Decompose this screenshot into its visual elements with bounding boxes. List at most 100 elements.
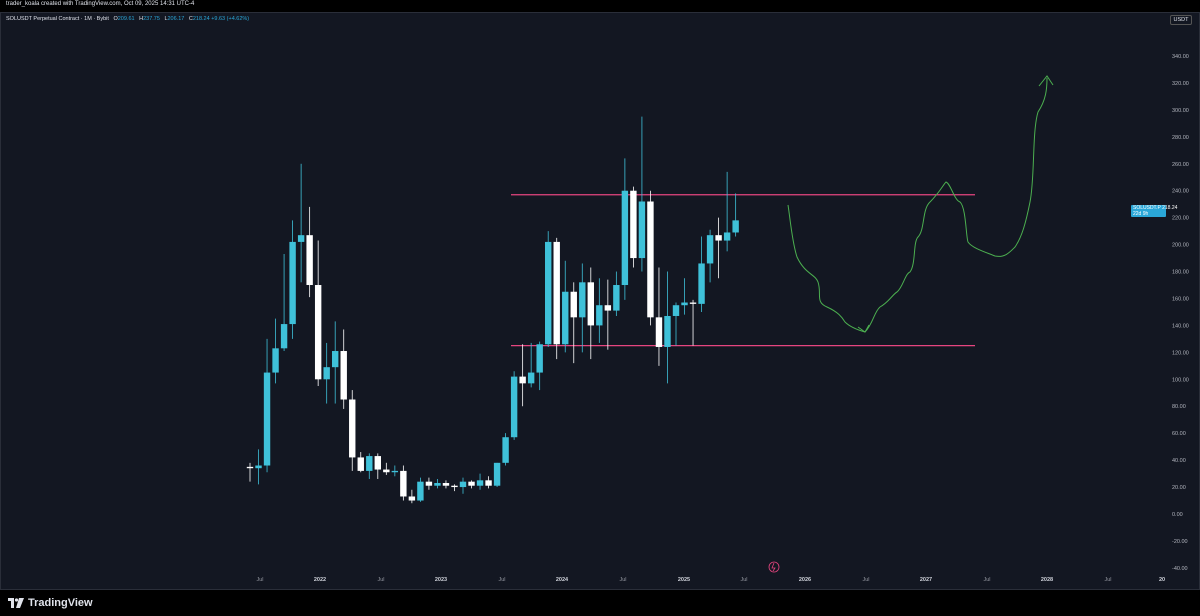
time-axis-label: Jul bbox=[983, 577, 990, 583]
candle[interactable] bbox=[604, 279, 612, 350]
candle[interactable] bbox=[425, 477, 433, 490]
candle[interactable] bbox=[391, 465, 399, 477]
candle-body bbox=[630, 190, 637, 259]
candle[interactable] bbox=[263, 338, 271, 473]
price-tag-symbol: SOLUSDT.P bbox=[1133, 205, 1161, 211]
candle[interactable] bbox=[689, 299, 697, 346]
candle[interactable] bbox=[408, 489, 416, 504]
projection-path[interactable] bbox=[787, 77, 1048, 333]
candle[interactable] bbox=[587, 267, 594, 360]
candle[interactable] bbox=[545, 231, 552, 347]
candle[interactable] bbox=[647, 190, 654, 326]
open-value: 209.61 bbox=[117, 16, 135, 22]
candle[interactable] bbox=[698, 236, 705, 312]
price-scale-label: -20.00 bbox=[1172, 539, 1188, 545]
price-scale-label: 340.00 bbox=[1172, 54, 1189, 60]
candle[interactable] bbox=[255, 449, 262, 485]
candle[interactable] bbox=[434, 478, 441, 489]
candle-body bbox=[579, 282, 586, 318]
candle[interactable] bbox=[519, 344, 526, 407]
candle[interactable] bbox=[681, 278, 688, 315]
candle[interactable] bbox=[272, 318, 279, 384]
candle[interactable] bbox=[280, 254, 288, 352]
chart-frame[interactable] bbox=[0, 12, 1200, 590]
candle[interactable] bbox=[476, 473, 484, 490]
candle[interactable] bbox=[630, 186, 637, 268]
candle-body bbox=[374, 456, 381, 470]
tradingview-logo-icon bbox=[8, 598, 24, 608]
candle[interactable] bbox=[664, 271, 671, 384]
candle[interactable] bbox=[340, 329, 347, 409]
candle[interactable] bbox=[706, 229, 714, 283]
candle-body bbox=[314, 285, 322, 380]
price-scale-label: 20.00 bbox=[1172, 485, 1186, 491]
time-axis-label: 20 bbox=[1159, 577, 1165, 583]
candle[interactable] bbox=[672, 302, 680, 346]
candle[interactable] bbox=[596, 278, 603, 343]
candle[interactable] bbox=[613, 271, 620, 316]
candle[interactable] bbox=[562, 260, 569, 353]
price-tag-countdown: 22d 9h bbox=[1133, 211, 1149, 217]
tradingview-logo[interactable]: TradingView bbox=[8, 597, 93, 609]
close-key: C bbox=[188, 16, 193, 22]
candle[interactable] bbox=[493, 462, 501, 488]
candle[interactable] bbox=[366, 453, 373, 479]
candle[interactable] bbox=[502, 433, 509, 466]
candle[interactable] bbox=[442, 480, 450, 489]
time-axis-label: Jul bbox=[498, 577, 505, 583]
time-axis[interactable]: Jul 2022 Jul 2023 Jul 2024 Jul 2025 Jul 2026 Jul 20… bbox=[256, 577, 1165, 583]
candle[interactable] bbox=[314, 240, 322, 387]
candle[interactable] bbox=[715, 217, 722, 279]
candle[interactable] bbox=[621, 158, 629, 300]
price-scale-label: 80.00 bbox=[1172, 404, 1186, 410]
candle[interactable] bbox=[451, 484, 458, 492]
candle[interactable] bbox=[297, 163, 305, 283]
candle[interactable] bbox=[468, 480, 475, 489]
candle-body bbox=[527, 372, 535, 384]
price-scale-label: -40.00 bbox=[1172, 566, 1188, 572]
candle-body bbox=[417, 481, 424, 501]
candle[interactable] bbox=[374, 453, 381, 479]
candle[interactable] bbox=[655, 267, 663, 366]
candle[interactable] bbox=[323, 342, 330, 404]
candle-body bbox=[459, 481, 467, 488]
time-axis-label: 2025 bbox=[678, 577, 690, 583]
candle[interactable] bbox=[579, 263, 586, 353]
candle[interactable] bbox=[527, 342, 535, 388]
candle[interactable] bbox=[400, 465, 407, 501]
price-scale-label: 320.00 bbox=[1172, 81, 1189, 87]
price-scale[interactable]: 340.00 320.00 300.00 280.00 260.00 240.00 220.… bbox=[1172, 54, 1189, 572]
arrow-head-up bbox=[1038, 75, 1054, 87]
candle[interactable] bbox=[723, 171, 731, 252]
candle[interactable] bbox=[289, 220, 296, 339]
flash-icon[interactable] bbox=[768, 561, 780, 573]
candle[interactable] bbox=[459, 477, 467, 494]
candle[interactable] bbox=[510, 371, 518, 440]
horizontal-levels[interactable] bbox=[511, 194, 975, 347]
currency-selector[interactable]: USDT bbox=[1170, 15, 1192, 25]
candle[interactable] bbox=[417, 477, 424, 502]
candle[interactable] bbox=[638, 116, 646, 272]
change-value: +9.63 (+4.62%) bbox=[211, 16, 250, 22]
time-axis-label: 2026 bbox=[799, 577, 811, 583]
candle[interactable] bbox=[485, 476, 492, 489]
candle[interactable] bbox=[383, 462, 390, 475]
candle[interactable] bbox=[349, 390, 356, 471]
candle[interactable] bbox=[246, 462, 254, 482]
time-axis-label: 2023 bbox=[435, 577, 447, 583]
candle[interactable] bbox=[332, 321, 339, 404]
time-axis-label: Jul bbox=[740, 577, 747, 583]
candlestick-chart[interactable]: 340.00 320.00 300.00 280.00 260.00 240.00 220.… bbox=[0, 12, 1200, 590]
candle[interactable] bbox=[570, 282, 577, 364]
candle[interactable] bbox=[553, 237, 560, 360]
candle[interactable] bbox=[306, 206, 313, 298]
time-axis-label: Jul bbox=[862, 577, 869, 583]
candles-series[interactable] bbox=[246, 116, 739, 504]
candle[interactable] bbox=[357, 452, 364, 473]
candle[interactable] bbox=[732, 193, 739, 237]
price-tag-price: 218.24 bbox=[1162, 205, 1178, 211]
candle[interactable] bbox=[536, 341, 543, 391]
symbol-title: SOLUSDT Perpetual Contract · 1M · Bybit bbox=[6, 16, 109, 22]
candle-body bbox=[340, 351, 347, 400]
candle-body bbox=[502, 437, 509, 463]
